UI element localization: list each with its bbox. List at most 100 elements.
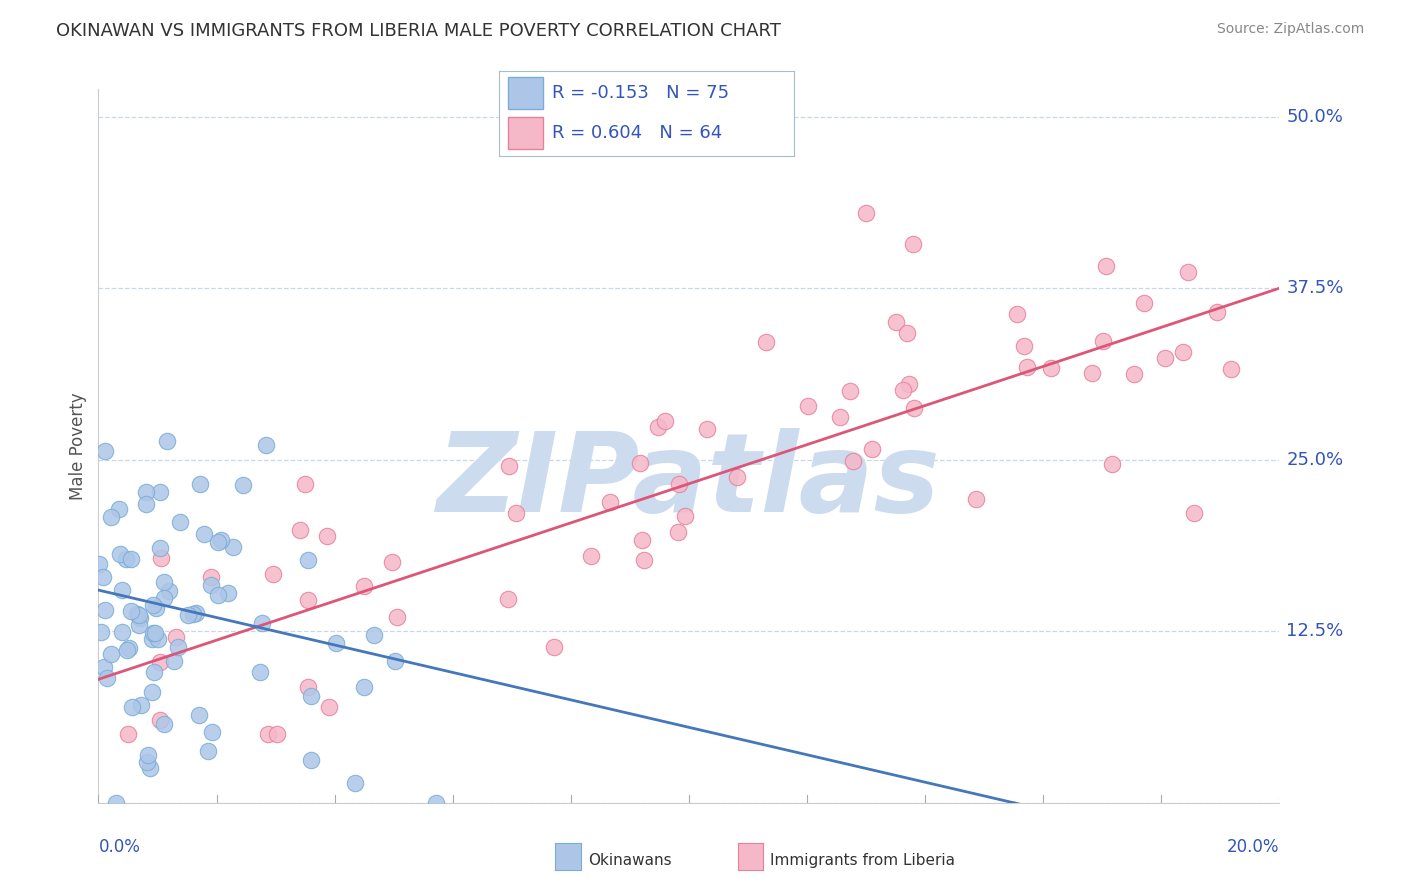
Point — [143, 625, 166, 640]
Point — [1017, 359, 1039, 374]
Text: OKINAWAN VS IMMIGRANTS FROM LIBERIA MALE POVERTY CORRELATION CHART: OKINAWAN VS IMMIGRANTS FROM LIBERIA MALE… — [56, 22, 782, 40]
Point — [120, 604, 142, 618]
Point — [120, 552, 142, 566]
Point — [860, 442, 883, 456]
Point — [673, 509, 696, 524]
Point — [498, 459, 520, 474]
Point — [838, 384, 860, 399]
Point — [201, 724, 224, 739]
Point — [262, 566, 284, 581]
Point — [153, 717, 176, 731]
Point — [630, 533, 652, 547]
Point — [384, 654, 406, 668]
Point — [96, 672, 118, 686]
Point — [387, 610, 409, 624]
Point — [425, 796, 447, 810]
Point — [1091, 334, 1114, 348]
Point — [128, 607, 150, 622]
Point — [157, 584, 180, 599]
Point — [266, 727, 288, 741]
Text: 25.0%: 25.0% — [1286, 450, 1344, 468]
Point — [221, 540, 243, 554]
Point — [94, 603, 117, 617]
Point — [125, 607, 148, 621]
Point — [628, 456, 651, 470]
Point — [142, 599, 165, 613]
Point — [197, 744, 219, 758]
Point — [188, 477, 211, 491]
Point — [181, 607, 204, 622]
Point — [193, 526, 215, 541]
Point — [294, 477, 316, 491]
Point — [290, 523, 312, 537]
Point — [254, 438, 277, 452]
Point — [200, 570, 222, 584]
Point — [725, 470, 748, 484]
Point — [149, 655, 172, 669]
Point — [1040, 361, 1063, 376]
Point — [1101, 457, 1123, 471]
Point — [141, 685, 163, 699]
Point — [1205, 305, 1227, 319]
Point — [136, 755, 159, 769]
Point — [115, 552, 138, 566]
Point — [901, 237, 924, 252]
Point — [297, 680, 319, 694]
Text: 37.5%: 37.5% — [1286, 279, 1344, 297]
Point — [299, 753, 322, 767]
Point — [100, 510, 122, 524]
Point — [884, 314, 907, 328]
Text: Source: ZipAtlas.com: Source: ZipAtlas.com — [1216, 22, 1364, 37]
Point — [1182, 507, 1205, 521]
Point — [148, 632, 170, 646]
Point — [100, 647, 122, 661]
Point — [797, 399, 820, 413]
Point — [505, 506, 527, 520]
Point — [599, 495, 621, 509]
Point — [965, 491, 987, 506]
Point — [666, 524, 689, 539]
Point — [841, 454, 863, 468]
Point — [828, 409, 851, 424]
Point — [363, 628, 385, 642]
Point — [163, 654, 186, 668]
Point — [299, 689, 322, 703]
Point — [156, 434, 179, 448]
Point — [93, 660, 115, 674]
Point — [353, 680, 375, 694]
Point — [107, 502, 129, 516]
Point — [149, 713, 172, 727]
Point — [1171, 344, 1194, 359]
Point — [167, 640, 190, 654]
Point — [105, 796, 128, 810]
Text: Immigrants from Liberia: Immigrants from Liberia — [770, 854, 956, 868]
Y-axis label: Male Poverty: Male Poverty — [69, 392, 87, 500]
Point — [135, 497, 157, 511]
Bar — [508, 117, 543, 149]
Point — [128, 618, 150, 632]
Point — [135, 485, 157, 500]
Bar — [508, 78, 543, 110]
Point — [110, 624, 132, 639]
Point — [249, 665, 271, 680]
Point — [142, 626, 165, 640]
Text: 0.0%: 0.0% — [98, 838, 141, 856]
Point — [297, 592, 319, 607]
Point — [136, 748, 159, 763]
Point — [153, 575, 176, 590]
Point — [108, 547, 131, 561]
Point — [543, 640, 565, 654]
Point — [1095, 260, 1118, 274]
Point — [141, 632, 163, 646]
Point — [897, 377, 920, 392]
Text: 12.5%: 12.5% — [1286, 623, 1344, 640]
Point — [200, 578, 222, 592]
Point — [318, 699, 340, 714]
Point — [647, 419, 669, 434]
Point — [87, 557, 110, 571]
Point — [217, 585, 239, 599]
Text: ZIPatlas: ZIPatlas — [437, 428, 941, 535]
Point — [128, 611, 150, 625]
Point — [1005, 307, 1028, 321]
Point — [207, 534, 229, 549]
